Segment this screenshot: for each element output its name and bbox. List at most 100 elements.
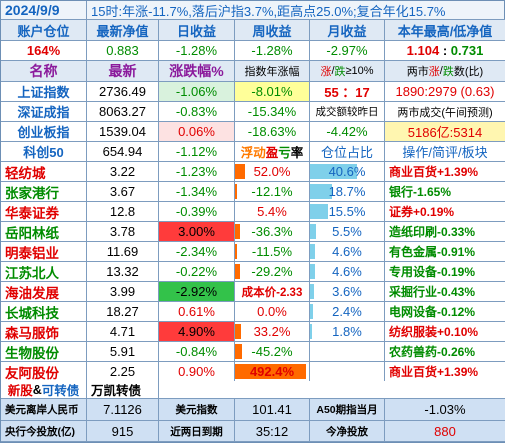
index-latest: 1539.04 [87, 122, 159, 142]
position-bar [310, 264, 316, 279]
index-row[interactable]: 上证指数 2736.49 -1.06% -8.01% 55 ：17 1890:2… [1, 82, 505, 102]
holding-chg: -2.34% [159, 242, 235, 262]
holding-note: 农药兽药-0.26% [385, 342, 505, 362]
holding-chg: -1.23% [159, 162, 235, 182]
holding-position: 2.4% [310, 302, 385, 322]
footer-row-pboc: 央行今投放(亿) 915 近两日到期 35:12 今净投放 880 [1, 421, 505, 442]
net-injection-value: 880 [385, 421, 505, 442]
holding-row[interactable]: 华泰证券 12.8 -0.39% 5.4% 15.5% 证券+0.19% [1, 202, 505, 222]
holding-note: 专用设备-0.19% [385, 262, 505, 282]
maturity-label: 近两日到期 [159, 421, 235, 442]
bonds-label: 新股 & 可转债 [1, 381, 87, 399]
holding-chg: 3.00% [159, 222, 235, 242]
idx-h-two-zhang: 涨 [428, 66, 440, 78]
holding-note: 造纸印刷-0.33% [385, 222, 505, 242]
idx-h-gt10: ≥10% [345, 65, 374, 77]
holding-chg: 0.61% [159, 302, 235, 322]
acct-h-highlow: 本年最高/低净值 [385, 20, 505, 41]
holding-name: 华泰证券 [1, 202, 87, 222]
idx-h-ytd: 指数年涨幅 [235, 61, 310, 82]
holding-price: 3.99 [87, 282, 159, 302]
index-row[interactable]: 创业板指 1539.04 0.06% -18.63% -4.42% 5186亿:… [1, 122, 505, 142]
pnl-value: -29.2% [251, 264, 293, 279]
holding-row[interactable]: 江苏北人 13.32 -0.22% -29.2% 4.6% 专用设备-0.19% [1, 262, 505, 282]
index-row[interactable]: 深证成指 8063.27 -0.83% -15.34% 成交额较昨日 两市成交(… [1, 102, 505, 122]
holding-note: 银行-1.65% [385, 182, 505, 202]
holding-pnl: 5.4% [235, 202, 310, 222]
holding-chg: 0.90% [159, 362, 235, 382]
bonds-name[interactable]: 万凯转债 [87, 381, 159, 399]
holding-chg: -0.22% [159, 262, 235, 282]
bonds-amp: & [32, 382, 42, 397]
hold-h-ying: 盈 [265, 146, 279, 160]
net-injection-label: 今净投放 [310, 421, 385, 442]
index-twomarket-count: 1890:2979 (0.63) [385, 82, 505, 102]
holding-chg: -0.39% [159, 202, 235, 222]
acct-hl-sep: : [442, 43, 448, 58]
holding-row[interactable]: 轻纺城 3.22 -1.23% 52.0% 40.6% 商业百货+1.39% [1, 162, 505, 182]
pnl-bar [235, 244, 238, 259]
holding-note: 证券+0.19% [385, 202, 505, 222]
pnl-value: -11.5% [251, 244, 293, 259]
index-name: 创业板指 [1, 122, 87, 142]
pnl-value: 33.2% [253, 324, 291, 339]
footer-row-fx: 美元离岸人民币 7.1126 美元指数 101.41 A50期指当月 -1.03… [1, 399, 505, 421]
acct-highlow: 1.104 : 0.731 [385, 41, 505, 61]
idx-h-latest: 最新 [87, 61, 159, 82]
holding-row[interactable]: 海油发展 3.99 -2.92% 成本价-2.33 3.6% 采掘行业-0.43% [1, 282, 505, 302]
index-latest: 2736.49 [87, 82, 159, 102]
position-value: 15.5% [328, 204, 366, 219]
position-value: 5.5% [332, 224, 362, 239]
acct-week: -1.28% [235, 41, 310, 61]
index-row[interactable]: 科创50 654.94 -1.12% 浮动盈亏率 仓位占比 操作/简评/板块 [1, 142, 505, 162]
summary-text: 15时:年涨-11.7%,落后沪指3.7%,距高点25.0%;复合年化15.7% [87, 1, 505, 20]
holding-position: 5.5% [310, 222, 385, 242]
hold-h-fudong: 浮动 [240, 146, 266, 160]
pnl-value: 52.0% [253, 164, 291, 179]
hold-h-pos: 仓位占比 [310, 142, 385, 162]
holding-pnl: 0.0% [235, 302, 310, 322]
holding-note: 采掘行业-0.43% [385, 282, 505, 302]
holding-chg: 4.90% [159, 322, 235, 342]
position-value: 2.4% [332, 304, 362, 319]
fx-label: 美元离岸人民币 [1, 399, 87, 421]
acct-h-week: 周收益 [235, 20, 310, 41]
holding-pnl: -12.1% [235, 182, 310, 202]
idx-h-chg: 涨跌幅% [159, 61, 235, 82]
index-volume-change: -4.42% [310, 122, 385, 142]
holding-name: 江苏北人 [1, 262, 87, 282]
holding-row[interactable]: 明泰铝业 11.69 -2.34% -11.5% 4.6% 有色金属-0.91% [1, 242, 505, 262]
holding-note: 有色金属-0.91% [385, 242, 505, 262]
index-ytd: -8.01% [235, 82, 310, 102]
holding-chg: -0.84% [159, 342, 235, 362]
holding-row[interactable]: 生物股份 5.91 -0.84% -45.2% 农药兽药-0.26% [1, 342, 505, 362]
holding-position: 4.6% [310, 262, 385, 282]
a50-label: A50期指当月 [310, 399, 385, 421]
dxy-value: 101.41 [235, 399, 310, 421]
holding-row[interactable]: 张家港行 3.67 -1.34% -12.1% 18.7% 银行-1.65% [1, 182, 505, 202]
pnl-bar [235, 324, 241, 339]
pnl-bar [235, 264, 240, 279]
holding-row[interactable]: 友阿股份 2.25 0.90% 492.4% 商业百货+1.39% [1, 362, 505, 382]
holding-row[interactable]: 岳阳林纸 3.78 3.00% -36.3% 5.5% 造纸印刷-0.33% [1, 222, 505, 242]
hold-h-kui: 亏 [278, 146, 291, 160]
pnl-value: 成本价-2.33 [241, 286, 303, 299]
index-name: 科创50 [1, 142, 87, 162]
holding-row[interactable]: 长城科技 18.27 0.61% 0.0% 2.4% 电网设备-0.12% [1, 302, 505, 322]
holding-row[interactable]: 森马服饰 4.71 4.90% 33.2% 1.8% 纺织服装+0.10% [1, 322, 505, 342]
position-bar [310, 224, 316, 239]
holding-position [310, 362, 385, 382]
pnl-value: -12.1% [251, 184, 293, 199]
pnl-value: 5.4% [257, 204, 287, 219]
holding-position: 4.6% [310, 242, 385, 262]
idx-h-name: 名称 [1, 61, 87, 82]
position-bar [310, 244, 316, 259]
acct-h-month: 月收益 [310, 20, 385, 41]
pnl-bar [235, 364, 307, 379]
account-values-row: 164% 0.883 -1.28% -1.28% -2.97% 1.104 : … [1, 41, 505, 61]
pboc-label: 央行今投放(亿) [1, 421, 87, 442]
holding-pnl: -45.2% [235, 342, 310, 362]
holding-position: 3.6% [310, 282, 385, 302]
holding-pnl: 52.0% [235, 162, 310, 182]
